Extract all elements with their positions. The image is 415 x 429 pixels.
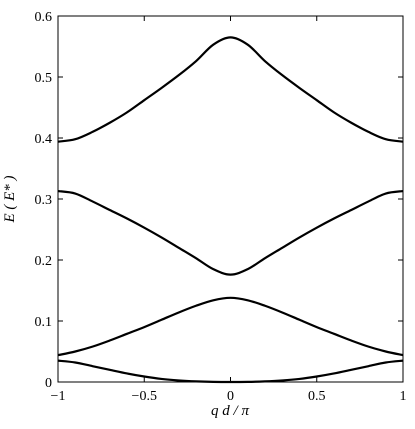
y-axis-label: E ( E* ) bbox=[2, 175, 18, 223]
plot-area bbox=[57, 15, 404, 383]
y-tick-label: 0.2 bbox=[35, 254, 53, 269]
x-tick-label: 0.5 bbox=[308, 389, 326, 404]
y-tick-label: 0.6 bbox=[35, 10, 53, 25]
y-tick-label: 0.5 bbox=[35, 71, 53, 86]
band-line-4 bbox=[57, 36, 404, 143]
y-tick-label: 0 bbox=[45, 376, 52, 391]
series-layer bbox=[57, 36, 404, 384]
plot-frame bbox=[57, 15, 404, 383]
x-axis-label: q d / π bbox=[211, 403, 249, 419]
x-tick-label: −1 bbox=[51, 389, 66, 404]
y-axis-ticks: 0 0.1 0.2 0.3 0.4 0.5 0.6 bbox=[35, 10, 403, 391]
x-tick-label: 1 bbox=[400, 389, 407, 404]
y-tick-label: 0.4 bbox=[35, 132, 53, 147]
y-tick-label: 0.3 bbox=[35, 193, 53, 208]
x-tick-label: −0.5 bbox=[132, 389, 157, 404]
band-line-3 bbox=[57, 189, 404, 276]
band-line-2 bbox=[57, 296, 404, 357]
x-tick-label: 0 bbox=[227, 389, 234, 404]
x-axis-ticks: −1 −0.5 0 0.5 1 bbox=[51, 16, 407, 404]
y-tick-label: 0.1 bbox=[35, 315, 53, 330]
